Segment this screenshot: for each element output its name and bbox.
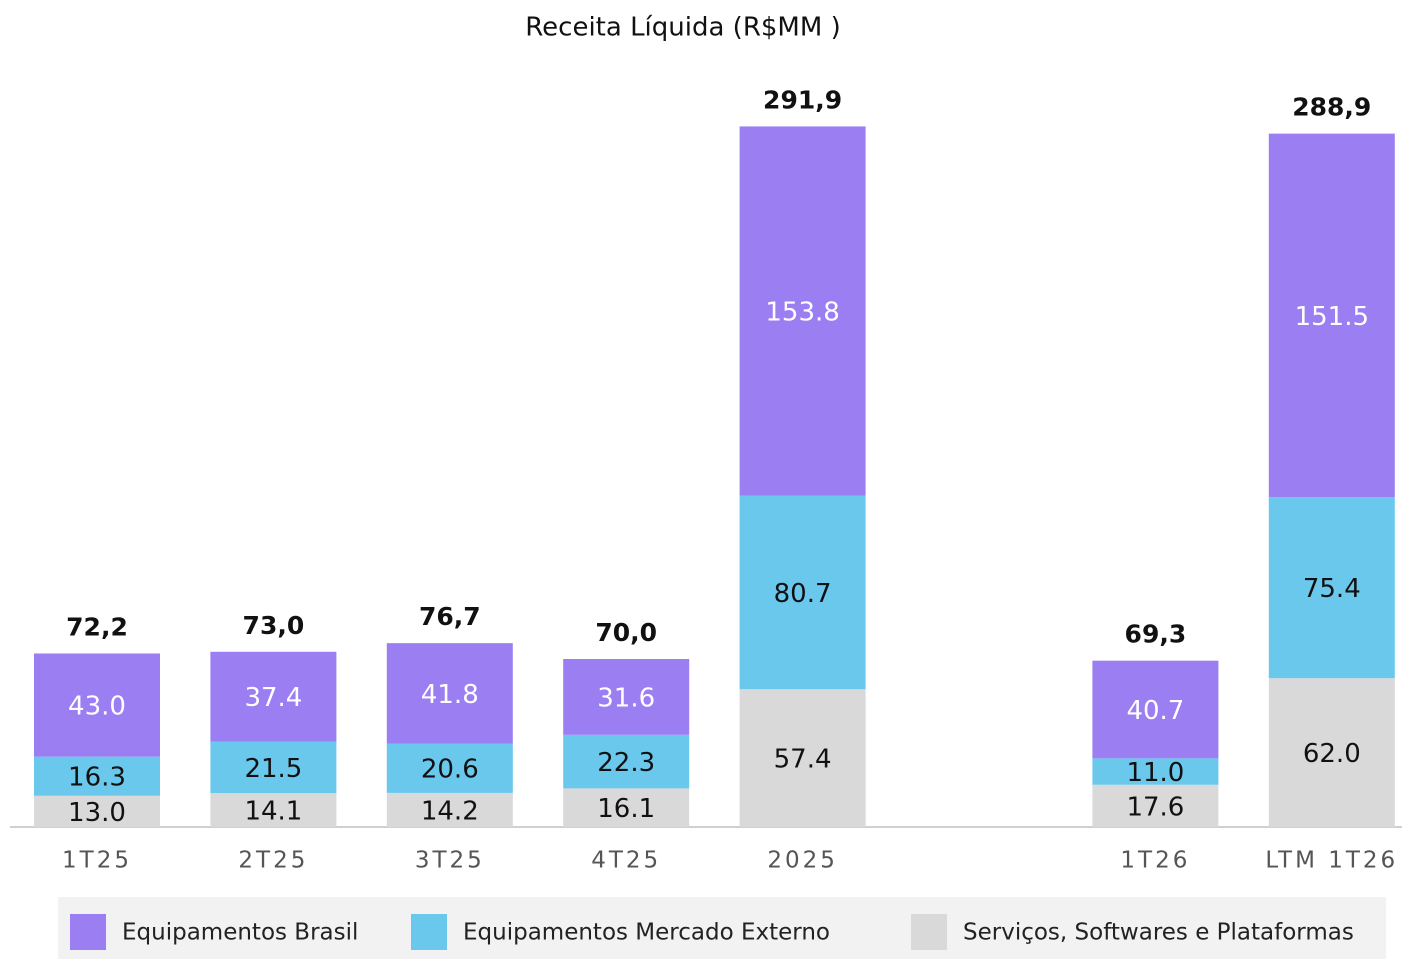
legend-swatch bbox=[70, 914, 106, 950]
bar-segment bbox=[386, 792, 513, 827]
legend-background bbox=[58, 897, 1386, 959]
bar-segment bbox=[1092, 660, 1219, 759]
x-tick-label: 3T25 bbox=[415, 848, 485, 874]
bar-segment bbox=[739, 126, 866, 496]
data-label: 151.5 bbox=[1295, 302, 1369, 332]
legend-swatch bbox=[411, 914, 447, 950]
legend-swatch bbox=[911, 914, 947, 950]
data-label: 31.6 bbox=[597, 683, 655, 713]
data-label: 17.6 bbox=[1126, 792, 1184, 822]
bar-segment bbox=[739, 495, 866, 690]
data-label: 57.4 bbox=[774, 745, 832, 775]
data-label: 41.8 bbox=[421, 680, 479, 710]
data-label: 37.4 bbox=[244, 683, 302, 713]
bar-segment bbox=[34, 795, 160, 827]
legend-label: Equipamentos Mercado Externo bbox=[463, 920, 830, 946]
x-tick-label: LTM 1T26 bbox=[1265, 848, 1398, 874]
bar-segment bbox=[1092, 784, 1219, 827]
data-label: 16.1 bbox=[597, 794, 655, 824]
bar-segment bbox=[34, 756, 160, 796]
bar-segment bbox=[739, 689, 866, 827]
data-label: 43.0 bbox=[68, 692, 126, 722]
data-label: 22.3 bbox=[597, 748, 655, 778]
x-tick-label: 1T26 bbox=[1120, 848, 1190, 874]
data-label: 21.5 bbox=[244, 754, 302, 784]
chart-title: Receita Líquida (R$MM ) bbox=[525, 13, 840, 43]
data-label: 14.1 bbox=[244, 797, 302, 827]
bar-segment bbox=[210, 741, 337, 794]
bar-segment bbox=[563, 734, 690, 789]
legend-label: Equipamentos Brasil bbox=[122, 920, 358, 946]
total-label: 70,0 bbox=[595, 618, 657, 647]
data-label: 20.6 bbox=[421, 755, 479, 785]
x-tick-label: 2025 bbox=[767, 848, 838, 874]
x-tick-label: 1T25 bbox=[62, 848, 132, 874]
bar-segment bbox=[210, 793, 337, 827]
total-label: 291,9 bbox=[763, 85, 842, 114]
data-label: 13.0 bbox=[68, 798, 126, 828]
total-label: 288,9 bbox=[1292, 93, 1371, 122]
bar-segment bbox=[386, 643, 513, 744]
bar-segment bbox=[386, 743, 513, 793]
bar-segment bbox=[34, 653, 160, 757]
bar-segment bbox=[210, 651, 337, 742]
bar-segment bbox=[1268, 678, 1395, 827]
data-label: 40.7 bbox=[1126, 696, 1184, 726]
bar-segment bbox=[1268, 133, 1395, 498]
total-label: 73,0 bbox=[243, 611, 305, 640]
total-label: 69,3 bbox=[1125, 620, 1187, 649]
bar-segment bbox=[1092, 758, 1219, 785]
x-tick-label: 2T25 bbox=[238, 848, 308, 874]
data-label: 80.7 bbox=[774, 579, 832, 609]
data-label: 14.2 bbox=[421, 796, 479, 826]
data-label: 153.8 bbox=[765, 298, 839, 328]
legend-label: Serviços, Softwares e Plataformas bbox=[963, 920, 1354, 946]
data-label: 75.4 bbox=[1303, 574, 1361, 604]
total-label: 76,7 bbox=[419, 602, 481, 631]
bar-segment bbox=[563, 788, 690, 827]
x-tick-label: 4T25 bbox=[591, 848, 661, 874]
data-label: 16.3 bbox=[68, 763, 126, 793]
data-label: 11.0 bbox=[1126, 758, 1184, 788]
total-label: 72,2 bbox=[66, 612, 128, 641]
data-label: 62.0 bbox=[1303, 739, 1361, 769]
bar-segment bbox=[563, 659, 690, 735]
bar-segment bbox=[1268, 497, 1395, 679]
